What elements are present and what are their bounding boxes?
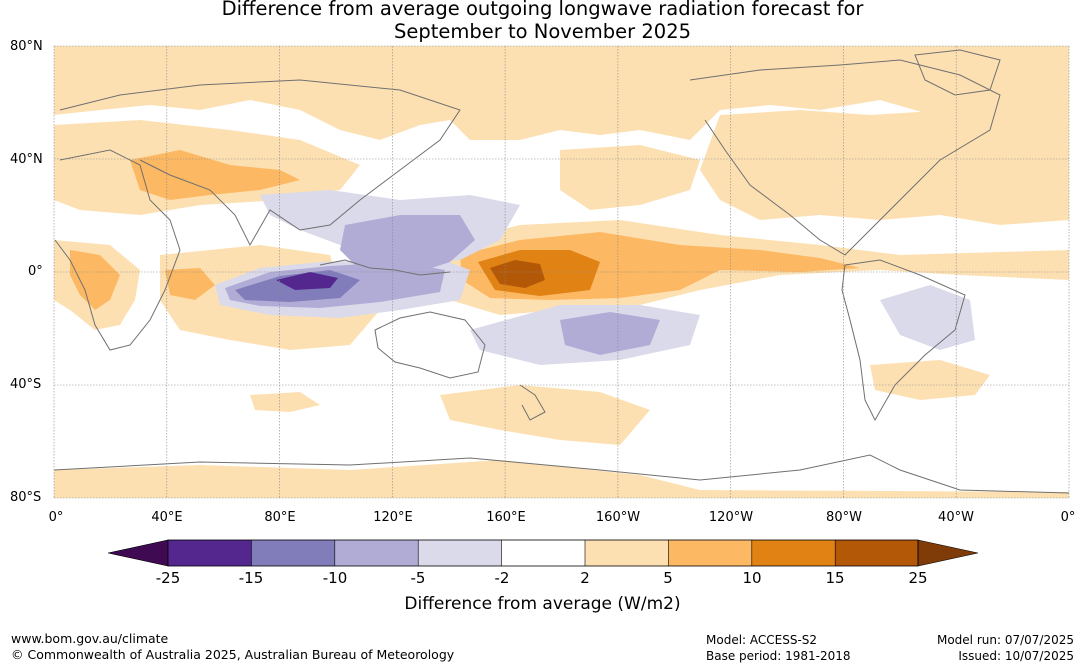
coastline-antarctica [54, 454, 1069, 494]
coastline-greenland [914, 49, 1001, 96]
anomaly-region-north-band [54, 46, 1069, 160]
coastline-australia [374, 311, 486, 379]
colorbar-label-neg15: -15 [238, 569, 264, 587]
lon-label-0-east: 0° [1060, 510, 1076, 525]
lon-label-80e: 80°E [264, 510, 296, 525]
coastline-africa [54, 149, 181, 351]
colorbar-label-pos10: 10 [742, 569, 762, 587]
anomaly-region-southern-ocean [440, 385, 650, 445]
lon-label-160w: 160°W [595, 510, 641, 525]
coastline-eurasia [59, 79, 461, 247]
lat-label-40n: 40°N [10, 152, 43, 167]
footer-base-period: Base period: 1981-2018 [706, 649, 851, 663]
coastline-north-america [689, 59, 1001, 256]
map-title-line-2: September to November 2025 [393, 20, 692, 43]
coastline-new-zealand [519, 384, 546, 421]
colorbar-label-pos15: 15 [825, 569, 845, 587]
lat-label-80n: 80°N [10, 39, 43, 54]
colorbar-label-neg2: -2 [494, 569, 510, 587]
anomaly-region-pacific-core [490, 260, 545, 288]
colorbar-label-pos2: 2 [580, 569, 590, 587]
footer-url: www.bom.gov.au/climate [11, 631, 169, 646]
map-title-line-1: Difference from average outgoing longwav… [221, 0, 864, 20]
lon-label-80w: 80°W [826, 510, 862, 525]
coastline-indonesia [319, 259, 451, 276]
colorbar-title: Difference from average (W/m2) [404, 594, 681, 614]
anomaly-fields [54, 46, 1069, 498]
colorbar-label-neg5: -5 [410, 569, 426, 587]
footer-copyright: © Commonwealth of Australia 2025, Austra… [11, 647, 455, 662]
colorbar-label-pos25: 25 [908, 569, 928, 587]
lon-label-160e: 160°E [486, 510, 526, 525]
anomaly-region-africa-strong [70, 250, 120, 310]
anomaly-region-south-africa-ocean [250, 392, 320, 412]
anomaly-region-antarctic [54, 460, 1069, 498]
lon-label-40e: 40°E [151, 510, 183, 525]
footer-model: Model: ACCESS-S2 [706, 633, 818, 647]
lat-label-40s: 40°S [10, 377, 42, 392]
footer-issued: Issued: 10/07/2025 [958, 649, 1074, 663]
footer-model-run: Model run: 07/07/2025 [936, 633, 1074, 647]
coastlines [54, 49, 1069, 494]
lon-label-0-west: 0° [48, 510, 64, 525]
lat-label-80s: 80°S [10, 490, 42, 505]
lon-label-120e: 120°E [373, 510, 413, 525]
anomaly-region-indian-ocean-strong [165, 268, 215, 300]
anomaly-region-indian-core [276, 272, 338, 290]
colorbar-label-pos5: 5 [663, 569, 673, 587]
gridlines [53, 45, 1070, 499]
lon-label-40w: 40°W [938, 510, 974, 525]
lon-label-120w: 120°W [708, 510, 754, 525]
lat-label-equator: 0° [28, 264, 43, 279]
colorbar-label-neg10: -10 [322, 569, 348, 587]
anomaly-region-north-pacific [560, 145, 700, 210]
anomaly-region-south-pacific-strong [560, 312, 660, 355]
anomaly-region-west-pacific-strong [340, 215, 475, 275]
anomaly-region-asia-strong [130, 150, 300, 200]
anomaly-region-south-atlantic [870, 360, 990, 400]
colorbar-label-neg25: -25 [155, 569, 181, 587]
anomaly-region-north-america [700, 110, 1069, 225]
